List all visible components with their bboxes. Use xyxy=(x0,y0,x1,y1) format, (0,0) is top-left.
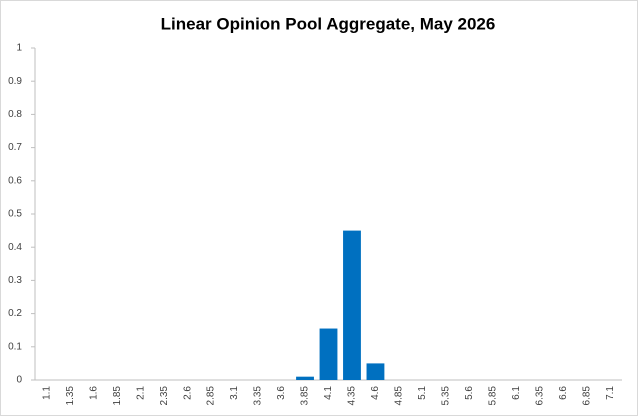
x-tick-label: 5.85 xyxy=(488,386,499,406)
x-tick-label: 4.85 xyxy=(394,386,405,406)
x-tick-label: 1.35 xyxy=(65,386,76,406)
x-tick-label: 5.35 xyxy=(441,386,452,406)
y-tick-label: 0.8 xyxy=(8,109,22,120)
x-tick-label: 3.1 xyxy=(229,386,240,400)
y-tick-label: 1 xyxy=(16,43,22,54)
chart-title: Linear Opinion Pool Aggregate, May 2026 xyxy=(161,14,496,33)
bar xyxy=(296,376,314,380)
bar xyxy=(343,230,361,380)
y-tick-label: 0.4 xyxy=(8,242,22,253)
x-tick-label: 7.1 xyxy=(605,386,616,400)
x-tick-label: 5.6 xyxy=(464,386,475,400)
y-tick-label: 0.5 xyxy=(8,209,22,220)
x-tick-label: 1.1 xyxy=(41,386,52,400)
y-tick-label: 0.3 xyxy=(8,275,22,286)
x-tick-label: 6.35 xyxy=(534,386,545,406)
x-tick-label: 4.6 xyxy=(370,386,381,400)
y-tick-label: 0.7 xyxy=(8,142,22,153)
x-tick-label: 4.1 xyxy=(323,386,334,400)
x-tick-label: 3.85 xyxy=(300,386,311,406)
bar xyxy=(366,363,385,380)
x-tick-label: 2.85 xyxy=(206,386,217,406)
x-tick-label: 4.35 xyxy=(347,386,358,406)
y-tick-label: 0.9 xyxy=(8,76,22,87)
bar xyxy=(319,328,338,380)
x-tick-label: 6.1 xyxy=(511,386,522,400)
x-tick-label: 6.85 xyxy=(581,386,592,406)
x-tick-label: 2.6 xyxy=(182,386,193,400)
y-tick-label: 0.1 xyxy=(8,341,22,352)
y-tick-label: 0.2 xyxy=(8,308,22,319)
x-tick-label: 2.35 xyxy=(159,386,170,406)
x-tick-label: 1.6 xyxy=(88,386,99,400)
y-tick-label: 0.6 xyxy=(8,175,22,186)
x-tick-label: 2.1 xyxy=(135,386,146,400)
x-tick-label: 3.35 xyxy=(253,386,264,406)
y-tick-label: 0 xyxy=(16,375,22,386)
x-tick-label: 5.1 xyxy=(417,386,428,400)
x-tick-label: 1.85 xyxy=(112,386,123,406)
x-tick-label: 3.6 xyxy=(276,386,287,400)
x-tick-label: 6.6 xyxy=(558,386,569,400)
